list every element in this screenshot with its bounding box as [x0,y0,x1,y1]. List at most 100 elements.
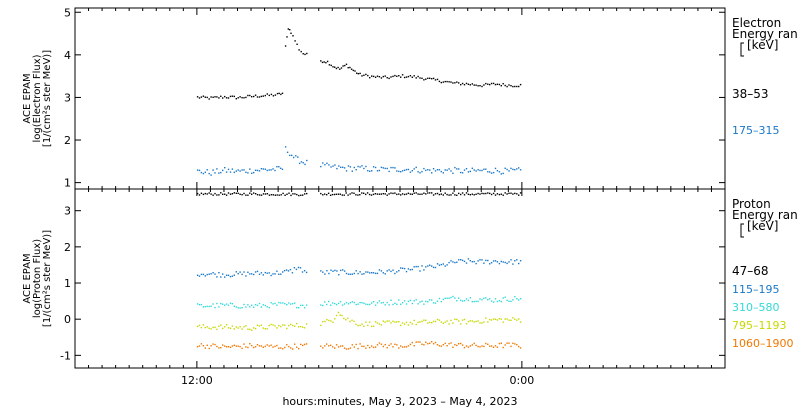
data-point [208,98,210,100]
data-point [403,267,406,270]
data-point [390,322,392,324]
data-point [519,298,522,300]
data-point [446,297,448,299]
data-point [508,342,510,344]
data-point [446,169,448,171]
data-point [411,170,413,172]
data-point [264,345,266,348]
data-point [487,83,489,85]
data-point [405,168,408,171]
data-point [326,162,328,164]
data-point [237,307,239,309]
data-point [371,325,373,328]
data-point [463,194,466,196]
data-point [335,67,338,70]
data-point [340,269,342,272]
data-point [276,166,278,168]
data-point [518,85,520,88]
data-point [260,168,263,170]
data-point [196,96,199,98]
data-point [196,346,199,348]
data-point [198,194,201,196]
data-point [268,194,271,196]
legend-proton-0: 47–68 [732,264,769,278]
data-point [487,259,489,262]
data-point [303,270,306,272]
data-point [380,77,383,79]
data-point [490,193,493,196]
data-point [467,193,470,195]
data-point [458,192,460,195]
data-point [297,266,300,269]
data-point [339,68,341,70]
data-point [255,193,257,195]
data-point [345,348,348,350]
data-point [460,299,462,302]
data-point [490,300,493,302]
data-point [218,325,220,327]
data-point [403,76,406,79]
data-point [251,273,253,275]
data-point [229,171,232,173]
data-point [328,319,330,322]
data-point [454,344,456,346]
data-point [481,299,483,301]
data-point [398,347,400,349]
data-point [276,344,278,347]
data-point [432,320,435,323]
data-point [196,274,199,276]
data-point [444,297,446,299]
data-point [425,319,427,321]
data-point [258,345,261,347]
data-point [241,97,243,99]
data-point [378,323,381,325]
data-point [518,345,520,348]
data-point [500,300,502,303]
data-point [330,344,332,346]
data-point [479,169,481,172]
data-point [411,341,413,344]
data-point [409,193,412,195]
data-point [409,269,412,271]
data-point [324,193,326,195]
data-point [502,297,504,299]
data-point [298,162,301,165]
data-point [388,320,390,322]
data-point [347,317,349,319]
data-point [345,63,348,65]
data-point [212,96,214,98]
data-point [415,265,417,268]
data-point [463,300,466,302]
data-point [233,95,235,98]
data-point [465,168,468,170]
data-point [444,321,446,323]
data-point [260,345,263,347]
data-point [463,169,466,171]
data-point [210,345,212,347]
data-point [405,193,408,195]
data-point [384,193,386,195]
data-point [227,346,230,348]
data-point [448,343,450,345]
data-point [214,96,216,98]
data-point [359,301,361,304]
data-point [469,260,471,262]
proton-plot-frame [74,188,726,369]
data-point [396,75,398,77]
data-point [421,265,423,267]
data-point [477,300,479,303]
data-point [202,324,205,326]
data-point [463,346,466,349]
data-point [366,192,369,194]
data-point [298,49,300,51]
data-point [490,172,493,174]
data-point [291,272,294,274]
data-point [196,303,199,305]
data-point [212,169,214,171]
data-point [214,306,216,309]
data-point [284,194,286,196]
data-point [254,327,257,330]
data-point [347,165,350,167]
data-point [519,169,522,171]
data-point [298,326,300,328]
